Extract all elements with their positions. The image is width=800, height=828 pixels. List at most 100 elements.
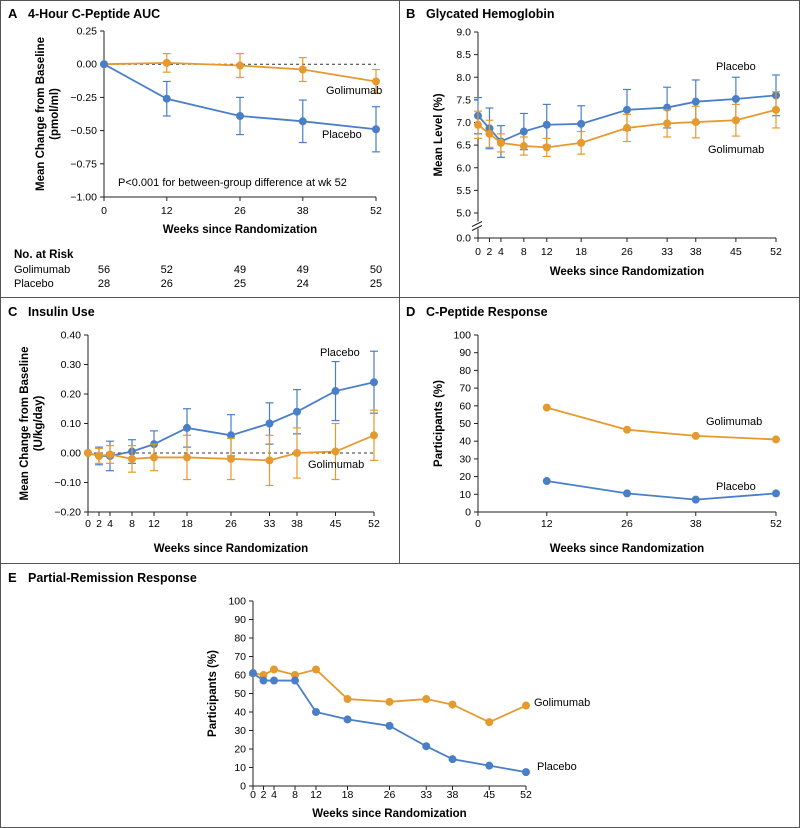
y-tick-label: 0.0 — [456, 233, 471, 245]
x-tick-label: 0 — [475, 246, 481, 258]
data-point — [623, 489, 631, 498]
data-point — [259, 671, 268, 679]
data-point — [448, 700, 457, 709]
panel-title: Partial-Remission Response — [28, 571, 197, 585]
data-point — [293, 449, 301, 457]
x-tick-label: 18 — [181, 518, 193, 530]
y-tick-label: 0.00 — [77, 59, 98, 71]
y-axis-label: Participants (%) — [207, 650, 219, 737]
data-point — [542, 403, 551, 412]
data-point — [106, 450, 114, 459]
series-golimumab: Golimumab — [84, 409, 378, 487]
data-point — [84, 449, 92, 457]
axis-break-gap — [472, 221, 484, 229]
y-tick-label: 0.40 — [61, 330, 82, 342]
data-point — [298, 65, 307, 74]
x-tick-label: 12 — [310, 789, 322, 801]
data-point — [291, 671, 299, 679]
x-tick-label: 8 — [521, 246, 527, 258]
panel-letter: C — [8, 304, 18, 319]
y-tick-label: 7.5 — [456, 94, 471, 106]
series-placebo: Placebo — [100, 60, 380, 153]
data-point — [474, 120, 482, 129]
panel-a: A 4-Hour C-Peptide AUC P<0.001 for betwe… — [8, 6, 382, 290]
x-tick-label: 26 — [621, 518, 633, 530]
data-point — [293, 407, 301, 416]
series-golimumab: Golimumab — [542, 403, 780, 444]
data-point — [385, 697, 394, 706]
data-point — [331, 447, 340, 456]
data-point — [691, 431, 700, 440]
series-label: Golimumab — [708, 144, 764, 156]
series-golimumab: Golimumab — [100, 52, 382, 97]
x-tick-label: 0 — [101, 205, 107, 217]
x-tick-label: 12 — [541, 518, 553, 530]
data-point — [291, 676, 299, 685]
plot-area: −1.00 −0.75 −0.50 −0.25 0.00 0.25 0 12 26 38 52 Wee… — [35, 26, 382, 237]
p-value-annotation: P<0.001 for between-group difference at … — [118, 177, 347, 189]
data-point — [772, 489, 780, 498]
x-tick-label: 0 — [85, 518, 91, 530]
data-point — [249, 669, 257, 678]
y-tick-label: 0 — [240, 781, 246, 793]
data-point — [772, 435, 780, 444]
series-label: Golimumab — [308, 459, 364, 471]
risk-table-header: No. at Risk — [14, 249, 74, 261]
data-point — [519, 142, 528, 151]
data-point — [663, 119, 672, 128]
x-tick-label: 4 — [498, 246, 504, 258]
series-placebo: Placebo — [542, 477, 780, 504]
data-point — [731, 94, 740, 103]
data-point — [448, 755, 457, 764]
x-tick-label: 26 — [225, 518, 237, 530]
panel-letter: B — [406, 6, 415, 21]
axis-break-mark — [471, 221, 483, 227]
x-tick-label: 45 — [730, 246, 742, 258]
y-tick-label: −1.00 — [70, 192, 97, 204]
data-point — [577, 119, 586, 128]
x-tick-label: 12 — [541, 246, 553, 258]
panel-letter: A — [8, 6, 18, 21]
data-point — [542, 143, 551, 152]
panel-title: Glycated Hemoglobin — [426, 7, 555, 21]
y-tick-label: −0.10 — [54, 477, 81, 489]
data-point — [236, 111, 244, 120]
risk-value: 25 — [234, 278, 246, 290]
x-tick-label: 12 — [148, 518, 160, 530]
panel-c: C Insulin Use −0.20 −0.10 0.00 0.10 0.20 0.30… — [8, 304, 380, 555]
data-point — [496, 138, 505, 147]
data-point — [100, 60, 108, 69]
data-point — [183, 423, 191, 432]
panel-title: 4-Hour C-Peptide AUC — [28, 7, 160, 21]
x-tick-label: 33 — [661, 246, 673, 258]
x-tick-label: 26 — [234, 205, 246, 217]
series-label: Golimumab — [706, 416, 762, 428]
data-point — [227, 454, 235, 463]
data-point — [312, 708, 320, 716]
x-tick-label: 2 — [487, 246, 493, 258]
data-point — [370, 378, 378, 387]
x-tick-label: 8 — [129, 518, 135, 530]
data-point — [623, 123, 631, 132]
data-point — [485, 718, 494, 727]
data-point — [485, 761, 494, 770]
data-point — [343, 695, 352, 704]
data-point — [312, 665, 320, 674]
risk-value: 50 — [370, 264, 382, 276]
y-tick-label: 60 — [459, 400, 471, 412]
data-point — [422, 695, 431, 704]
x-tick-label: 52 — [520, 789, 532, 801]
data-point — [522, 701, 530, 710]
y-axis-label: Mean Change from Baseline — [19, 346, 31, 500]
x-tick-label: 33 — [420, 789, 432, 801]
data-point — [128, 454, 136, 463]
y-tick-label: 30 — [234, 725, 246, 737]
x-tick-label: 52 — [370, 205, 382, 217]
y-tick-label: 9.0 — [456, 27, 471, 39]
risk-values: 56 52 49 49 50 28 26 25 24 25 — [98, 264, 382, 290]
y-tick-label: 6.0 — [456, 162, 471, 174]
x-axis-label: Weeks since Randomization — [163, 224, 317, 236]
x-tick-label: 52 — [770, 518, 782, 530]
series-line — [546, 480, 777, 501]
